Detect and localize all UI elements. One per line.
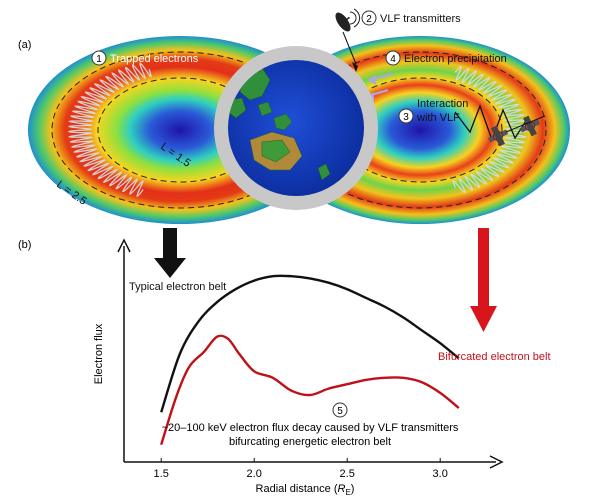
precipitating-electron-spiral [452,65,528,194]
chart-series [160,274,460,446]
satellite-icon [519,115,541,137]
x-tick-label: 1.5 [154,468,169,480]
typical-belt-arrow [154,228,186,278]
panel-a-label: (a) [18,39,31,51]
x-tick-label: 3.0 [433,468,448,480]
panel-b-label: (b) [18,239,31,251]
x-tick-label: 2.5 [340,468,355,480]
typical-belt-label: Typical electron belt [129,281,226,293]
svg-text:with VLF: with VLF [416,112,460,124]
svg-text:Electron precipitation: Electron precipitation [404,53,507,65]
y-axis-label: Electron flux [93,323,105,384]
svg-text:1: 1 [96,54,102,65]
trapped-electron-spiral [67,62,152,197]
svg-text:2: 2 [366,14,372,25]
svg-text:~20–100 keV electron flux deca: ~20–100 keV electron flux decay caused b… [162,422,459,434]
svg-text:VLF transmitters: VLF transmitters [380,13,461,25]
callout-trapped-electrons: 1 Trapped electrons [91,50,199,66]
bifurcated-belt-label: Bifurcated electron belt [438,351,551,363]
chart-axes [117,238,504,469]
earth-globe [214,46,378,210]
vlf-transmitter-icon [335,8,361,72]
series-line-typical [160,274,460,413]
satellite-icon [487,125,509,147]
callout-vlf-transmitters: 2 VLF transmitters [361,10,461,26]
svg-text:Interaction: Interaction [417,98,468,110]
callout-electron-precipitation: 4 Electron precipitation [385,50,507,66]
svg-text:Trapped electrons: Trapped electrons [110,53,199,65]
x-tick-label: 2.0 [247,468,262,480]
svg-text:3: 3 [403,112,409,123]
annotation-vlf-decay: 5 ~20–100 keV electron flux decay caused… [162,402,459,448]
x-axis-ticks: 1.5 2.0 2.5 3.0 [154,458,448,480]
x-axis-label: Radial distance (RE) [256,483,355,497]
svg-text:5: 5 [337,406,343,417]
bifurcated-belt-arrow [470,228,497,332]
callout-interaction-with-vlf: 3 Interaction with VLF [398,98,468,124]
series-line-bifurcated [160,334,460,446]
svg-text:bifurcating energetic electron: bifurcating energetic electron belt [229,436,391,448]
svg-text:4: 4 [390,54,396,65]
